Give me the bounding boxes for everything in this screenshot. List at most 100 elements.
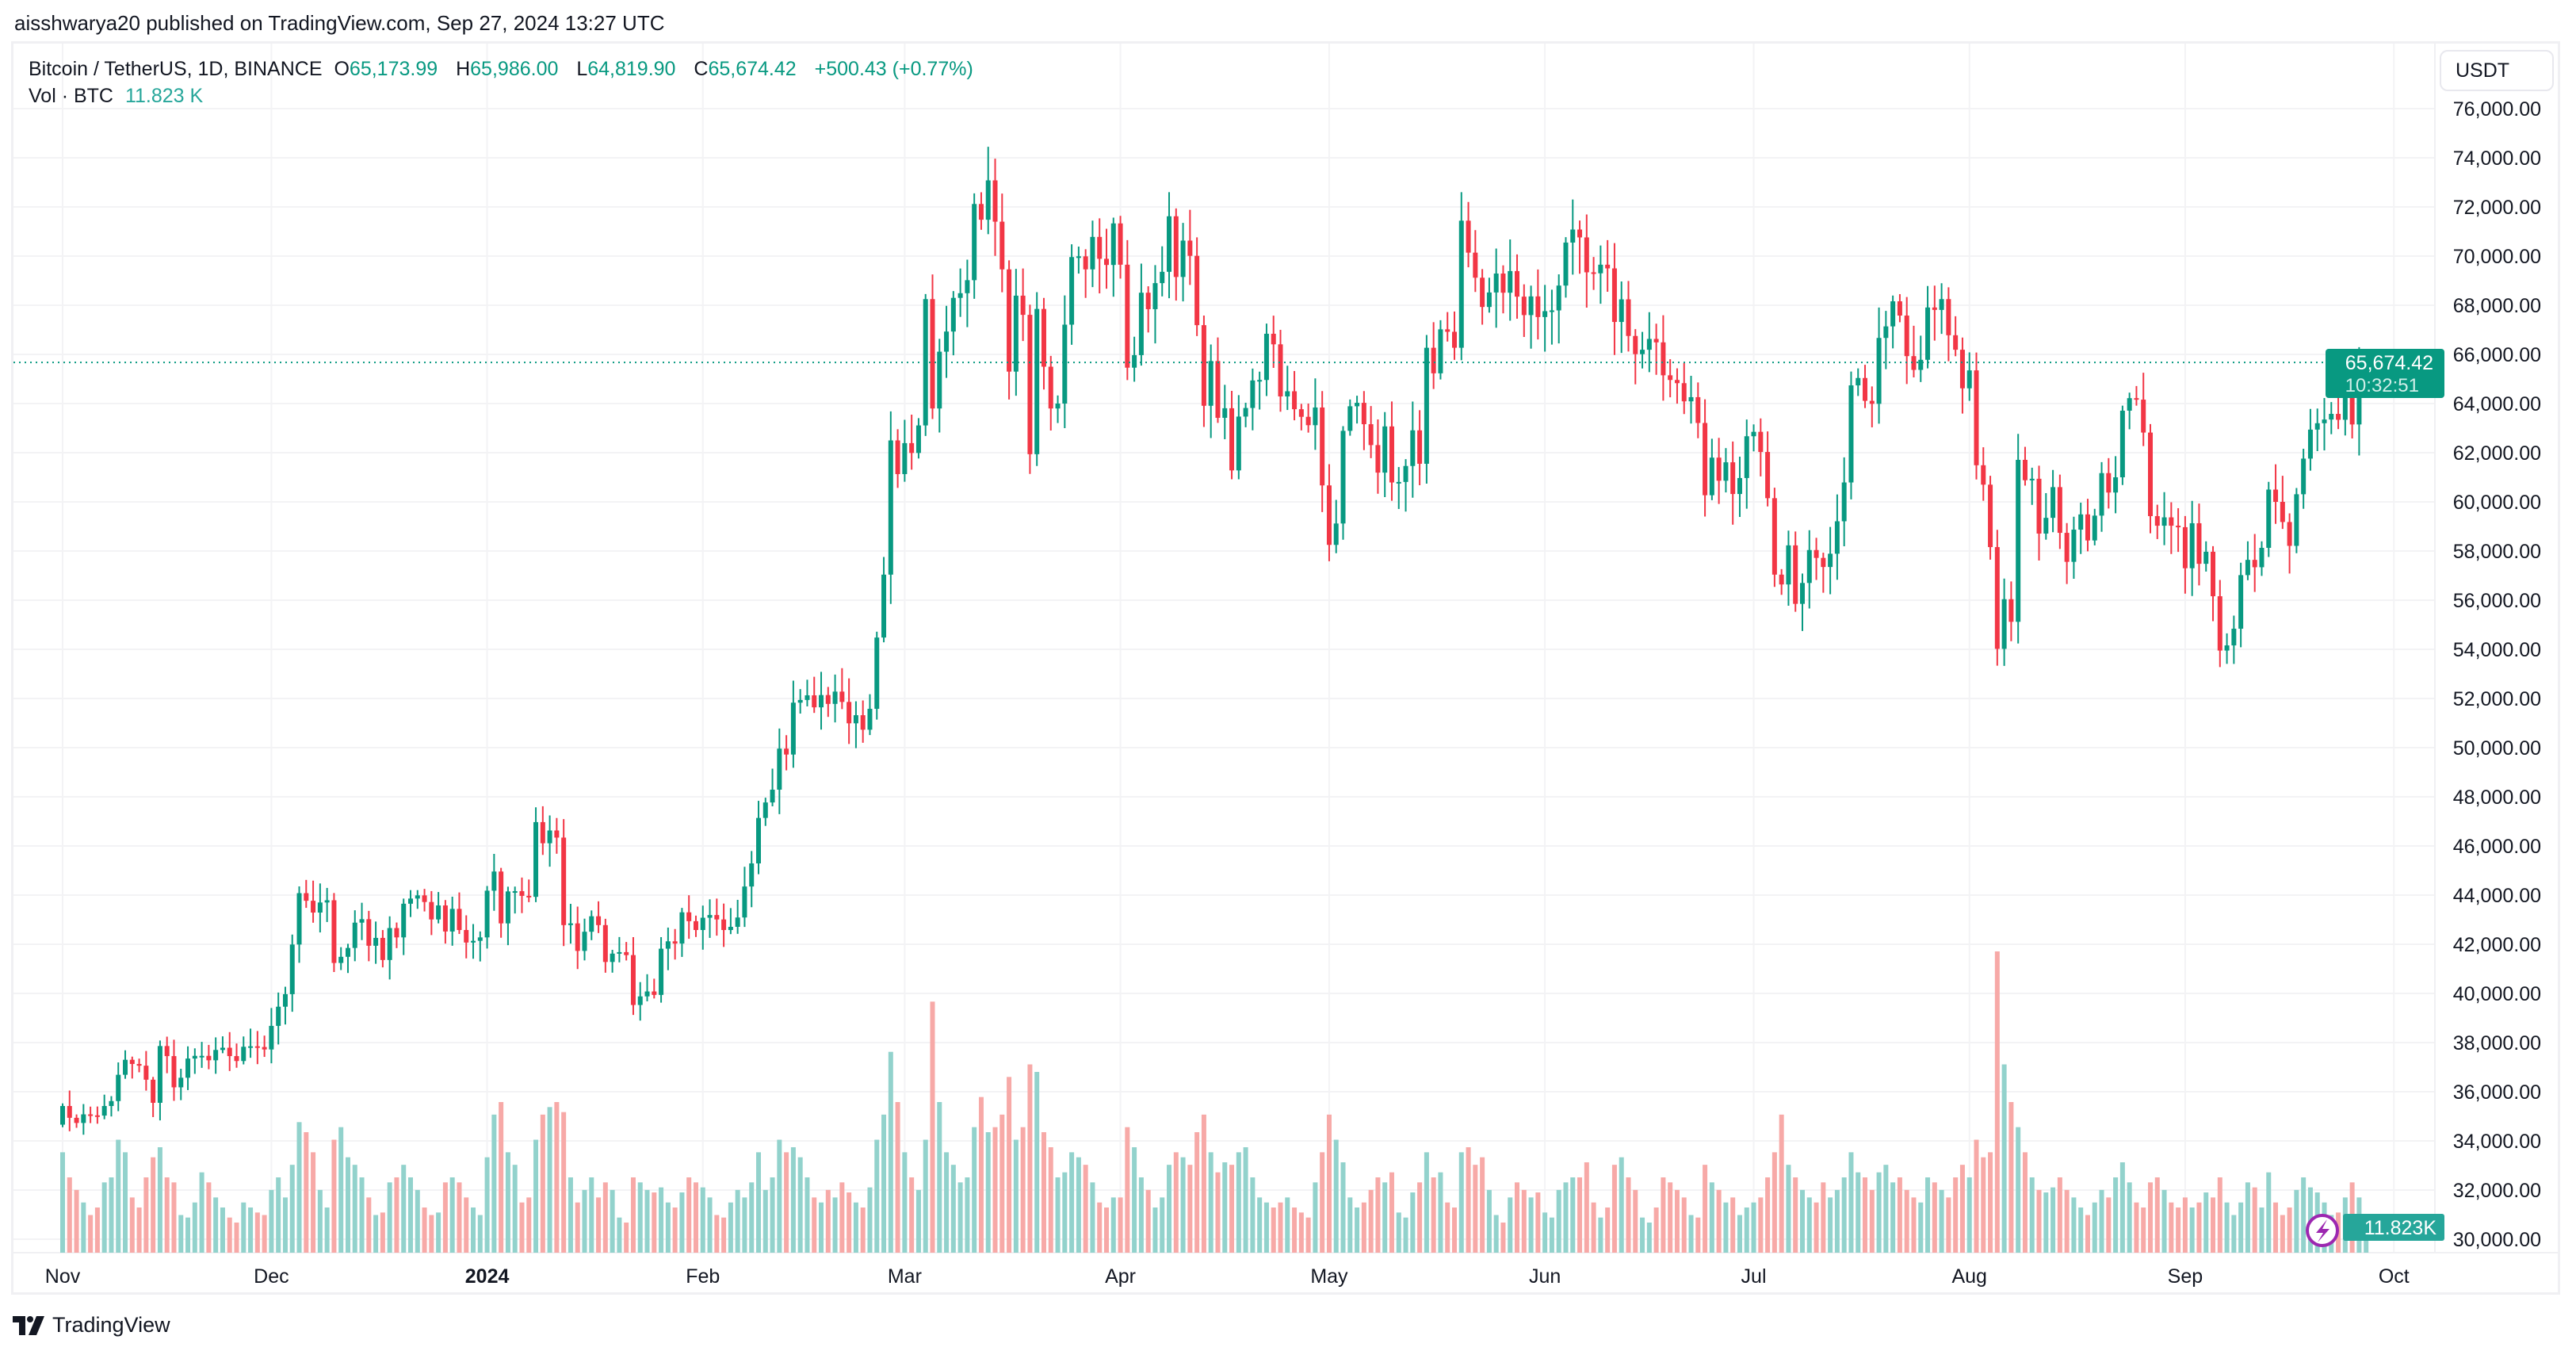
candle-body (74, 1117, 79, 1123)
volume-bar (1765, 1177, 1771, 1253)
volume-bar (812, 1197, 817, 1253)
volume-bar (289, 1165, 295, 1253)
chart-pane[interactable] (11, 41, 2560, 1295)
volume-bar (790, 1147, 796, 1253)
candle-body (1027, 315, 1033, 454)
volume-bar (234, 1223, 239, 1253)
candle-body (2356, 374, 2362, 425)
volume-bar (1730, 1197, 1736, 1253)
candle-body (2043, 518, 2049, 534)
volume-bar (1563, 1182, 1569, 1253)
volume-bar (2238, 1202, 2244, 1253)
volume-bar (1591, 1202, 1596, 1253)
volume-bar (867, 1187, 873, 1253)
candle-body (505, 891, 510, 924)
candle-body (401, 903, 407, 938)
candle-body (2064, 533, 2070, 562)
volume-bar (602, 1182, 608, 1253)
tradingview-logo[interactable]: TradingView (13, 1313, 170, 1338)
volume-bar (957, 1182, 963, 1253)
volume-bar (457, 1182, 462, 1253)
volume-bar (819, 1202, 824, 1253)
volume-bar (1646, 1223, 1652, 1253)
candle-body (2203, 551, 2209, 565)
candle-body (464, 930, 469, 943)
candle-body (2127, 398, 2132, 411)
volume-bar (464, 1197, 469, 1253)
candle-body (784, 748, 789, 755)
candle-body (477, 937, 483, 941)
time-tick-label: Jul (1741, 1265, 1767, 1288)
volume-bar (1069, 1152, 1075, 1253)
candle-body (2231, 628, 2237, 646)
volume-bar (1382, 1182, 1388, 1253)
volume-bar (2113, 1177, 2119, 1253)
price-tick-label: 56,000.00 (2453, 590, 2541, 612)
candle-body (1563, 242, 1569, 286)
candle-body (1445, 329, 1450, 332)
candle-body (575, 923, 580, 951)
volume-bar (2016, 1127, 2021, 1253)
volume-bar (1125, 1127, 1130, 1253)
price-tick-label: 74,000.00 (2453, 147, 2541, 170)
candle-body (457, 909, 462, 931)
volume-bar (832, 1197, 838, 1253)
price-tick-label: 68,000.00 (2453, 295, 2541, 317)
volume-bar (2050, 1187, 2056, 1253)
change-value: +500.43 (+0.77%) (814, 58, 973, 80)
candle-body (1243, 408, 1248, 417)
candle-body (1939, 299, 1944, 310)
volume-bar (1758, 1197, 1764, 1253)
candle-body (805, 695, 810, 700)
candle-body (2336, 414, 2341, 420)
candle-body (1959, 350, 1965, 388)
volume-bar (965, 1177, 970, 1253)
candle-body (756, 817, 761, 864)
volume-bar (686, 1177, 692, 1253)
candle-body (707, 915, 713, 918)
volume-bar (373, 1215, 379, 1253)
candle-body (1097, 236, 1103, 259)
volume-bar (2148, 1182, 2153, 1253)
volume-bar (269, 1189, 274, 1253)
candle-body (2057, 487, 2062, 534)
candle-body (547, 830, 552, 844)
volume-bar (1890, 1182, 1896, 1253)
volume-bar (749, 1182, 755, 1253)
volume-bar (652, 1192, 657, 1253)
volume-bar (1556, 1189, 1561, 1253)
candle-body (2307, 429, 2313, 459)
candle-body (269, 1025, 274, 1050)
candle-body (1480, 277, 1485, 308)
candle-body (2008, 599, 2014, 622)
candle-body (2314, 423, 2320, 430)
volume-bar (206, 1182, 212, 1253)
price-tick-label: 46,000.00 (2453, 836, 2541, 858)
candle-body (1806, 549, 1812, 584)
volume-bar (262, 1215, 267, 1253)
candle-body (408, 898, 413, 904)
candle-body (1355, 403, 1360, 407)
candle-body (1187, 240, 1193, 256)
volume-bar (1653, 1207, 1659, 1253)
candle-body (700, 917, 705, 931)
candle-body (1758, 431, 1764, 453)
volume-bar (999, 1114, 1005, 1253)
candle-body (1897, 301, 1902, 316)
volume-bar (491, 1114, 497, 1253)
candle-body (352, 922, 357, 948)
volume-bar (1083, 1165, 1088, 1253)
last-price-badge: 65,674.42 10:32:51 (2326, 349, 2444, 398)
candle-body (630, 955, 636, 1005)
candle-body (449, 909, 455, 932)
volume-bar (1542, 1212, 1548, 1253)
volume-bar (1876, 1172, 1882, 1253)
volume-bar (2245, 1182, 2250, 1253)
candle-body (248, 1046, 254, 1048)
symbol-title[interactable]: Bitcoin / TetherUS, 1D, BINANCE (29, 58, 323, 80)
candle-body (874, 637, 880, 710)
volume-bar (2231, 1215, 2237, 1253)
lightning-icon[interactable] (2306, 1214, 2339, 1247)
currency-button[interactable]: USDT (2440, 50, 2554, 91)
